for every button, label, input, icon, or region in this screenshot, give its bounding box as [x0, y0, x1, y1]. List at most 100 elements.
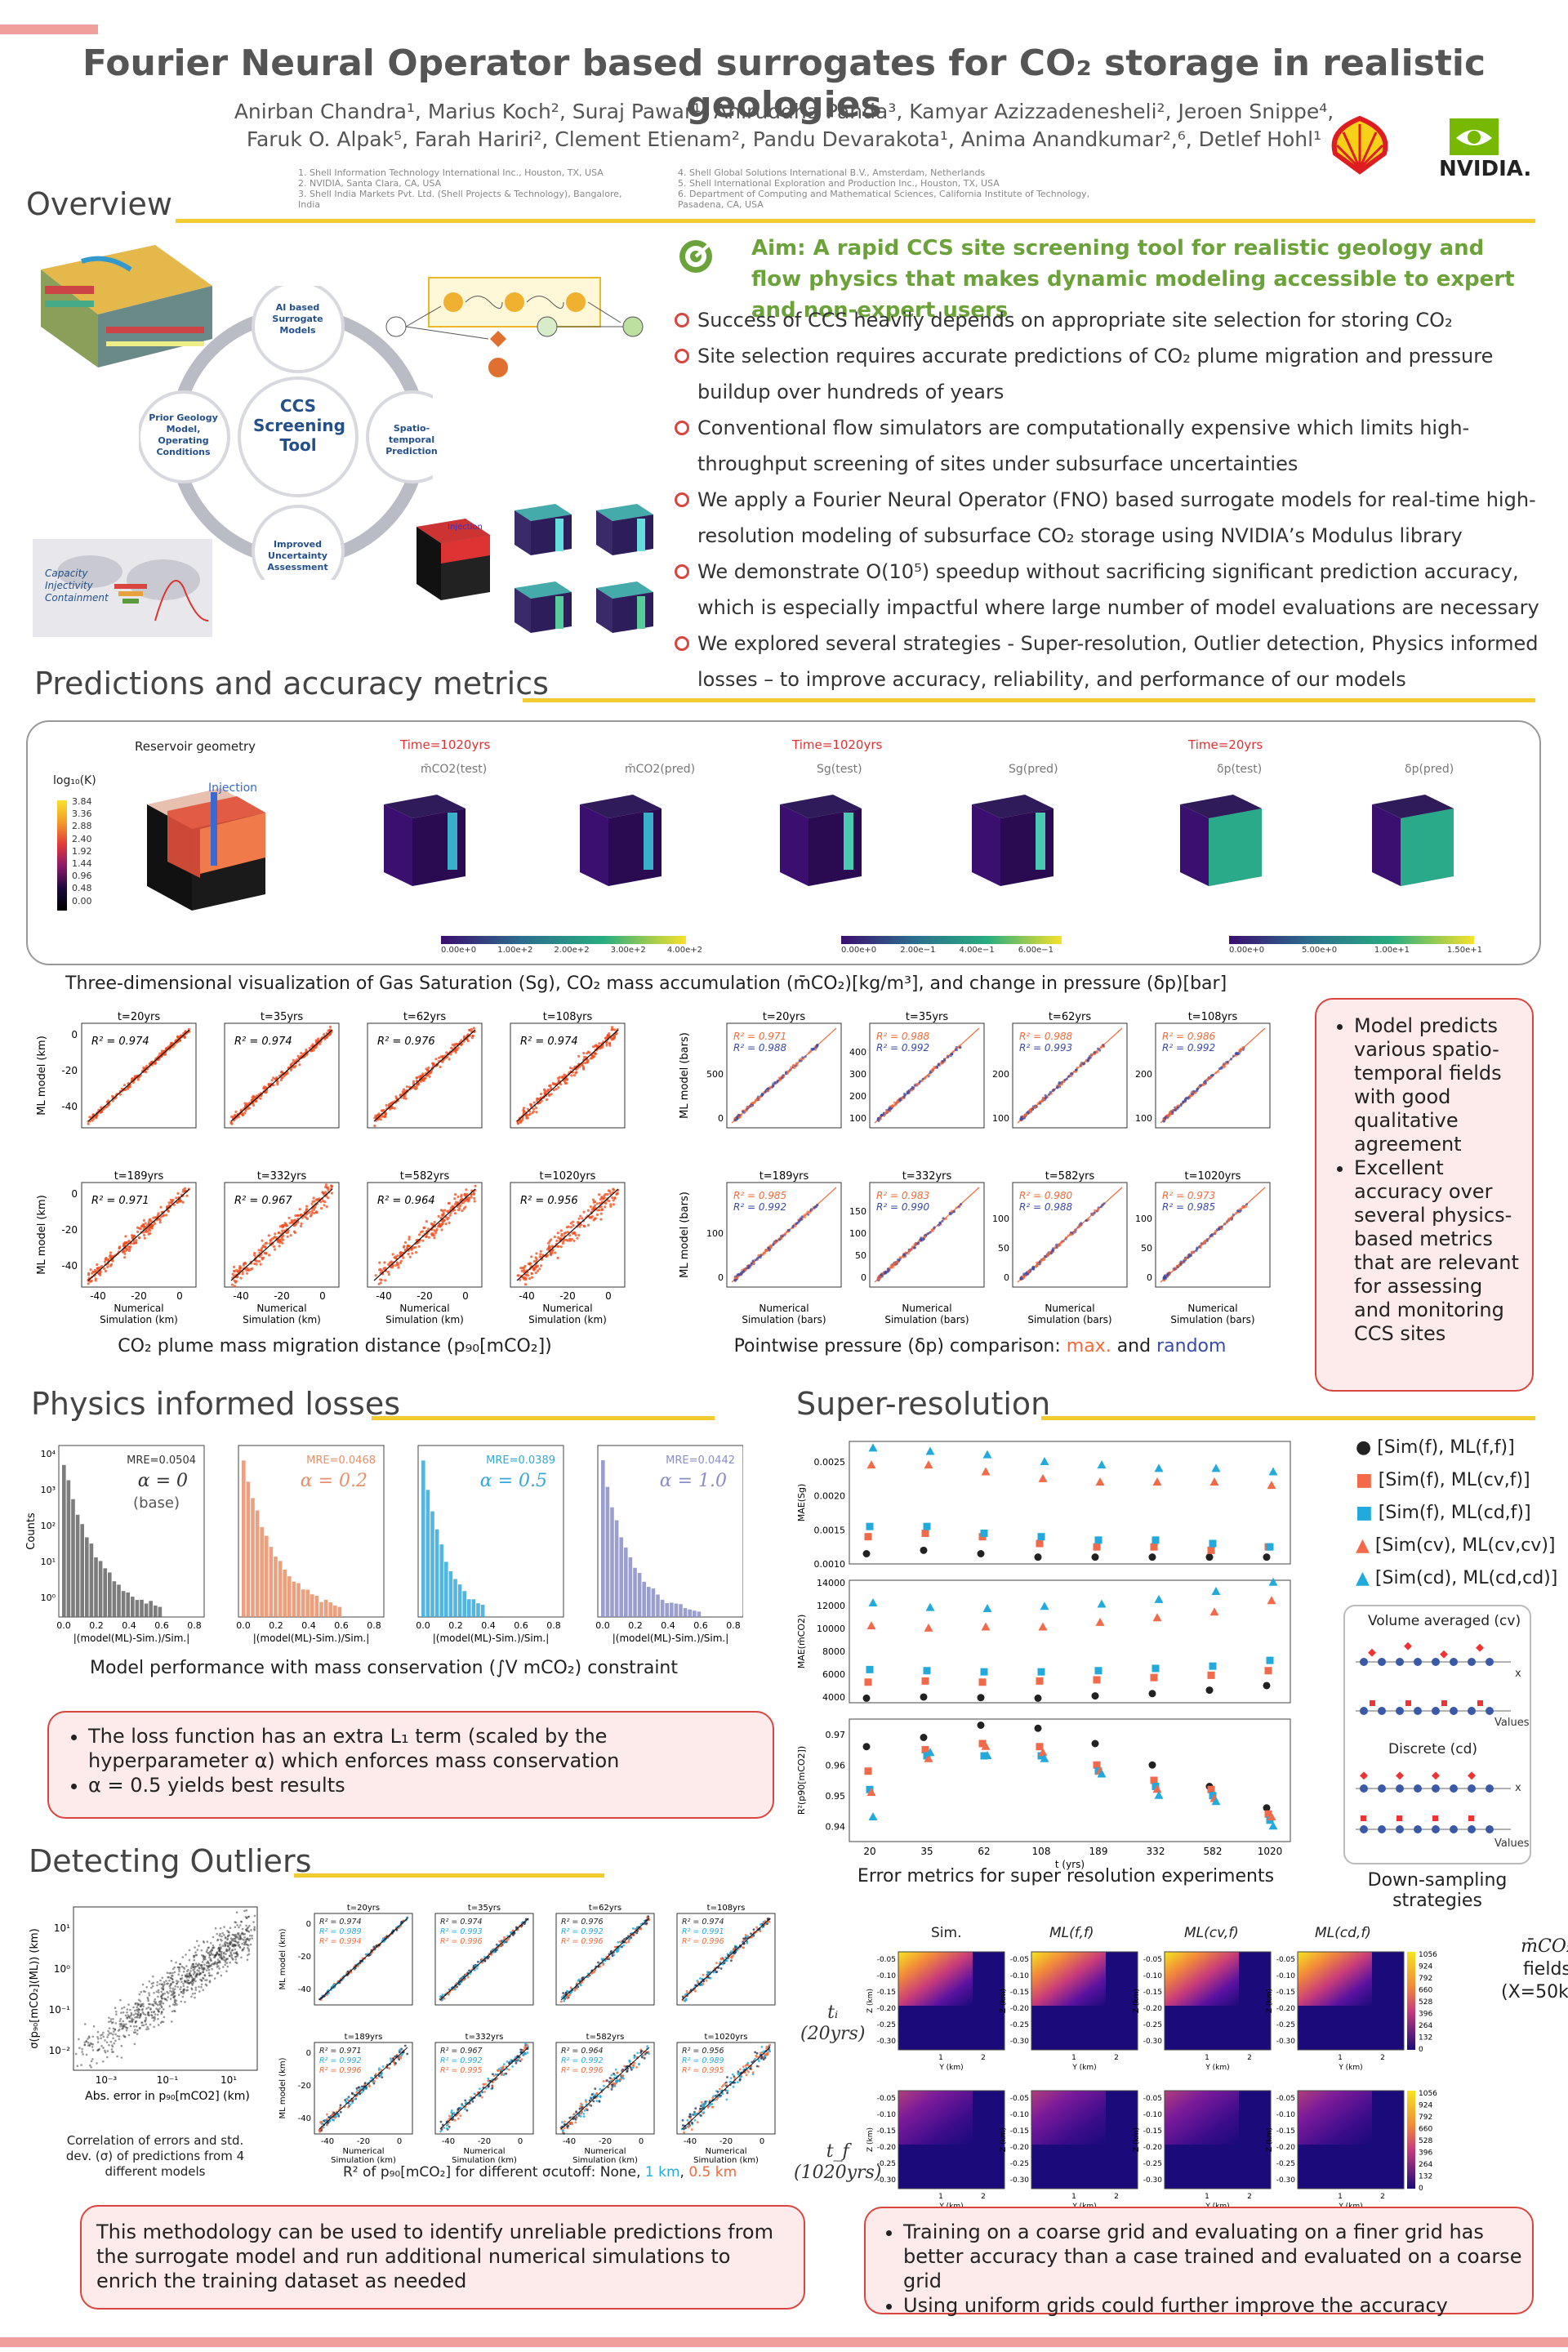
overview-bullet-4: We apply a Fourier Neural Operator (FNO)…: [675, 482, 1545, 554]
data-point: [173, 2003, 176, 2007]
y-tick: -40: [298, 1985, 311, 1994]
data-point: [177, 1993, 180, 1996]
data-point: [239, 1924, 242, 1927]
affiliation-4: 4. Shell Global Solutions International …: [678, 167, 986, 178]
data-point: [112, 2037, 114, 2040]
data-point: [1232, 1054, 1235, 1058]
data-point: [235, 1911, 238, 1913]
data-point: [152, 1216, 155, 1219]
cycle-top-label: AI based Surrogate Models: [272, 302, 323, 336]
data-point: [244, 1942, 247, 1945]
data-point: [393, 1107, 396, 1110]
data-point: [163, 2008, 165, 2011]
histogram-bar: [421, 1460, 425, 1617]
data-point: [481, 1961, 484, 1964]
data-point: [143, 1236, 146, 1240]
data-point: [176, 1200, 180, 1204]
data-point: [219, 1956, 221, 1959]
data-point: [238, 1267, 241, 1270]
data-point: [528, 1262, 532, 1265]
data-point: [281, 1229, 284, 1232]
histogram-bar: [453, 1579, 457, 1617]
data-point: [305, 1208, 309, 1211]
data-point: [411, 1252, 414, 1255]
data-point: [136, 2008, 138, 2011]
data-point: [951, 1209, 954, 1213]
data-point: [622, 1944, 626, 1947]
data-point: [550, 1093, 553, 1096]
data-point: [308, 1046, 311, 1050]
data-point: [399, 1259, 403, 1263]
data-point: [621, 1945, 623, 1949]
histogram-bar: [448, 1571, 453, 1617]
data-point: [105, 1105, 109, 1108]
data-point: [480, 1958, 483, 1961]
data-point: [148, 1980, 151, 1983]
data-point: [118, 1246, 121, 1250]
data-point: [112, 2027, 115, 2030]
data-point: [218, 1935, 221, 1937]
data-point: [928, 1073, 931, 1076]
data-point: [917, 1241, 920, 1245]
data-point: [1237, 1052, 1241, 1055]
data-point: [321, 1191, 324, 1194]
cycle-center-label: CCS Screening Tool: [253, 396, 345, 455]
data-point: [309, 1214, 313, 1218]
data-point: [272, 1236, 275, 1240]
identity-line: [373, 1029, 476, 1122]
data-point: [765, 1089, 769, 1093]
data-point: [580, 1063, 584, 1067]
data-point: [571, 1067, 575, 1071]
data-point: [91, 2058, 94, 2060]
data-point: [902, 1095, 906, 1098]
data-point: [373, 1125, 376, 1128]
data-point: [260, 1247, 263, 1250]
data-point: [406, 1246, 409, 1250]
data-point: [151, 2015, 154, 2017]
x-tick: 0.0: [236, 1620, 251, 1631]
data-point: [568, 1234, 572, 1237]
data-point: [762, 1253, 765, 1256]
data-point: [189, 1967, 193, 1970]
data-point: [194, 1966, 197, 1968]
data-point: [76, 2065, 79, 2067]
data-point: [226, 1958, 229, 1960]
data-point: [87, 1273, 91, 1276]
data-point: [447, 1201, 450, 1205]
histogram-bar: [651, 1588, 656, 1617]
data-point: [1055, 1243, 1058, 1246]
data-point: [473, 1192, 476, 1196]
data-point: [902, 1093, 906, 1096]
data-point: [124, 1235, 127, 1238]
data-point: [275, 1076, 278, 1080]
data-point: [310, 1202, 314, 1205]
data-point: [815, 1044, 818, 1047]
identity-line: [87, 1029, 190, 1122]
y-axis-label: ML model (km): [36, 1036, 48, 1116]
x-tick: 0.6: [514, 1620, 528, 1631]
data-point: [163, 2016, 166, 2019]
data-point: [131, 1234, 134, 1237]
data-point: [1027, 1270, 1030, 1274]
data-point: [396, 1254, 399, 1258]
histogram-bar: [693, 1610, 697, 1617]
data-point: [644, 1922, 647, 1925]
data-point: [173, 1988, 176, 1990]
data-point: [82, 2053, 84, 2056]
data-point: [220, 1947, 222, 1950]
data-point: [575, 1071, 578, 1074]
x-axis-label: Simulation (km): [528, 1314, 607, 1325]
data-point: [1038, 1261, 1041, 1264]
data-point: [328, 1025, 332, 1028]
data-point: [589, 1205, 593, 1209]
data-point: [877, 1278, 880, 1281]
data-point: [1182, 1100, 1185, 1103]
physics-point-1: The loss function has an extra L₁ term (…: [88, 1724, 761, 1773]
data-point: [243, 1946, 246, 1949]
data-point: [388, 1261, 391, 1264]
physics-underline: [372, 1416, 715, 1420]
data-point: [1080, 1062, 1083, 1066]
data-point: [163, 1998, 166, 2000]
data-point: [583, 1055, 586, 1059]
